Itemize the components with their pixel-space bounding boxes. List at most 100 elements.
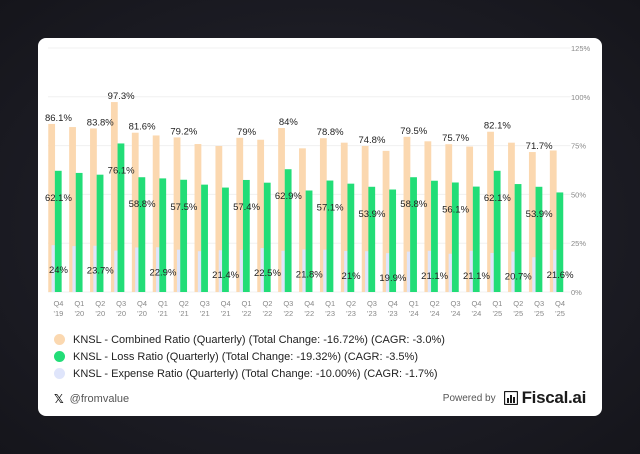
bar-loss-ratio [305,190,313,292]
bar-combined-ratio [466,146,474,292]
bar-combined-ratio [424,141,432,292]
bar-combined-ratio [299,148,306,292]
x-tick-label: '25 [492,309,502,318]
x-tick-label: '25 [513,309,523,318]
legend-item-combined[interactable]: KNSL - Combined Ratio (Quarterly) (Total… [54,331,445,348]
bar-loss-ratio [431,180,438,292]
data-label-loss-ratio: 53.9% [358,209,385,220]
x-tick-label: '20 [137,309,147,318]
x-tick-label: Q1 [158,299,168,308]
bar-loss-ratio [54,170,62,292]
x-tick-label: Q4 [221,299,231,308]
legend-dot-combined [54,334,65,345]
bar-combined-ratio [110,102,118,292]
y-tick-label: 75% [571,142,586,151]
legend-dot-loss [54,351,65,362]
powered-by-label: Powered by [442,392,496,404]
x-tick-label: Q4 [137,299,147,308]
bar-combined-ratio [48,123,56,292]
x-tick-label: '22 [283,309,293,318]
bar-combined-ratio [194,144,202,292]
data-label-combined-ratio: 78.8% [317,127,344,138]
y-tick-label: 100% [571,93,591,102]
legend-item-expense[interactable]: KNSL - Expense Ratio (Quarterly) (Total … [54,365,445,382]
bar-combined-ratio [487,131,494,292]
data-label-combined-ratio: 79.2% [170,126,197,137]
data-label-combined-ratio: 81.6% [129,122,156,133]
x-tick-label: '24 [430,309,440,318]
x-tick-label: Q4 [53,299,63,308]
data-label-expense-ratio: 22.9% [149,267,176,278]
bar-loss-ratio [75,172,83,292]
x-tick-label: '23 [325,309,335,318]
data-label-combined-ratio: 83.8% [87,117,114,128]
bar-loss-ratio [222,187,229,292]
bar-combined-ratio [215,145,223,292]
bar-combined-ratio [403,136,411,292]
data-label-combined-ratio: 74.8% [358,135,385,146]
bar-combined-ratio [340,142,348,292]
bar-loss-ratio [389,189,397,292]
bar-loss-ratio [535,186,543,292]
powered-by[interactable]: Powered by Fiscal.ai [442,388,587,408]
x-tick-label: '23 [346,309,356,318]
x-tick-label: Q1 [242,299,252,308]
x-tick-label: Q3 [367,299,377,308]
x-tick-label: Q1 [325,299,335,308]
x-tick-label: '21 [221,309,231,318]
x-tick-label: '25 [555,309,565,318]
x-tick-label: '22 [263,309,273,318]
x-tick-label: Q1 [409,299,419,308]
bar-loss-ratio [117,143,125,292]
data-label-loss-ratio: 53.9% [526,209,553,220]
bar-loss-ratio [159,178,167,292]
data-label-expense-ratio: 21.1% [421,271,448,282]
x-tick-label: '22 [242,309,252,318]
x-tick-label: '20 [95,309,105,318]
bar-combined-ratio [152,135,160,292]
brand-name: Fiscal.ai [521,388,587,407]
legend-label-combined: KNSL - Combined Ratio (Quarterly) (Total… [73,333,445,346]
x-tick-label: Q3 [451,299,461,308]
bar-loss-ratio [284,169,292,292]
data-label-expense-ratio: 21.4% [212,270,239,281]
data-label-loss-ratio: 62.9% [275,191,302,202]
legend-item-loss[interactable]: KNSL - Loss Ratio (Quarterly) (Total Cha… [54,348,445,365]
x-tick-label: '21 [158,309,168,318]
x-tick-label: '23 [388,309,398,318]
data-label-expense-ratio: 20.7% [505,272,532,283]
x-tick-label: '19 [54,309,64,318]
legend: KNSL - Combined Ratio (Quarterly) (Total… [54,331,445,382]
x-tick-label: Q1 [74,299,84,308]
bar-loss-ratio [368,186,376,292]
x-tick-label: Q2 [262,299,272,308]
data-label-loss-ratio: 62.1% [484,193,511,204]
x-tick-label: Q4 [555,299,565,308]
data-label-expense-ratio: 23.7% [87,266,114,277]
data-label-loss-ratio: 57.5% [170,202,197,213]
data-label-combined-ratio: 84% [279,117,299,128]
x-tick-label: Q2 [179,299,189,308]
x-tick-label: Q2 [95,299,105,308]
y-tick-label: 50% [571,190,586,199]
data-label-loss-ratio: 62.1% [45,193,72,204]
data-label-loss-ratio: 57.1% [317,203,344,214]
bar-loss-ratio [556,192,564,292]
x-tick-label: '23 [367,309,377,318]
attribution[interactable]: 𝕏 @fromvalue [54,392,129,406]
bar-loss-ratio [410,177,417,292]
legend-dot-expense [54,368,65,379]
data-label-combined-ratio: 75.7% [442,133,469,144]
bar-loss-ratio [514,184,522,292]
x-tick-label: Q3 [283,299,293,308]
data-label-expense-ratio: 21.8% [296,269,323,280]
data-label-expense-ratio: 24% [49,265,69,276]
bar-loss-ratio [326,180,334,292]
chart-card: 0% 25% 50% 75% 100% 125% 86.1% 83.8% 97.3% 81.6% 7… [38,38,602,416]
data-label-expense-ratio: 19.9% [379,273,406,284]
y-tick-label: 0% [571,288,582,297]
data-label-loss-ratio: 76.1% [108,165,135,176]
bar-combined-ratio [257,139,265,292]
data-label-loss-ratio: 58.8% [129,199,156,210]
bar-combined-ratio [236,137,244,292]
